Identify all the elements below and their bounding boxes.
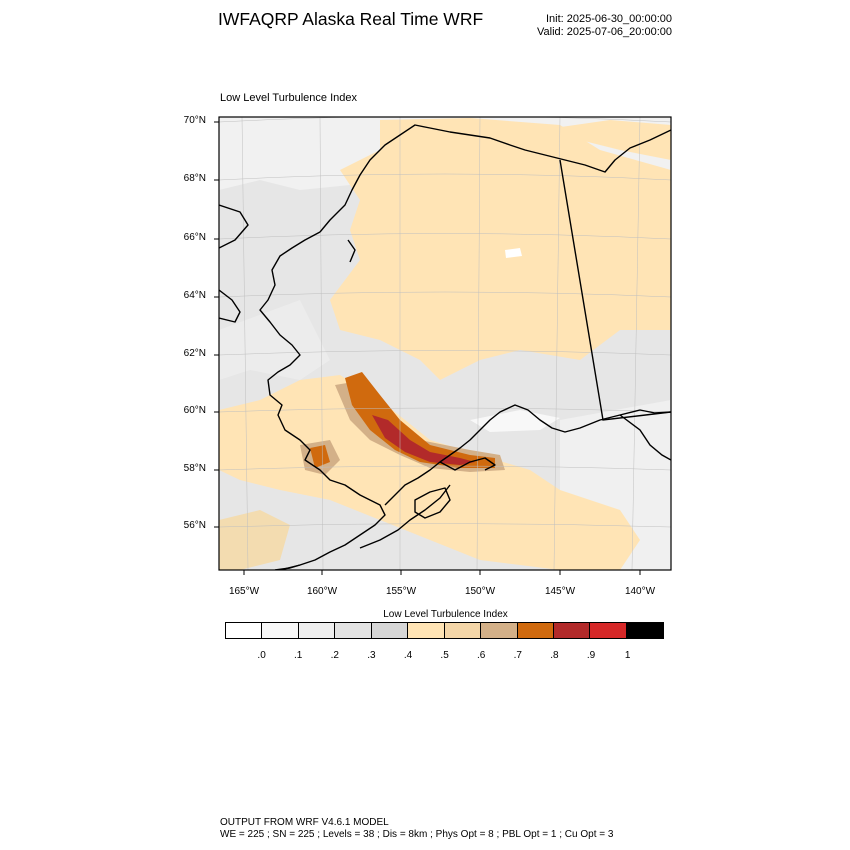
init-time: Init: 2025-06-30_00:00:00	[546, 13, 672, 25]
lon-label-145: 145°W	[544, 586, 576, 597]
graticule	[219, 117, 671, 570]
colorbar-swatch	[262, 623, 299, 638]
map-subtitle: Low Level Turbulence Index	[220, 92, 357, 104]
colorbar-title: Low Level Turbulence Index	[383, 609, 508, 620]
field-mid-northeast	[540, 120, 671, 160]
field-white-patch-2	[470, 410, 560, 432]
page-title: IWFAQRP Alaska Real Time WRF	[218, 9, 484, 29]
border-line	[559, 159, 671, 421]
field-low-west	[219, 300, 330, 380]
colorbar-swatch	[298, 623, 336, 638]
colorbar-swatch	[335, 623, 372, 638]
field-mid-south	[219, 375, 640, 570]
colorbar-label: 1	[624, 650, 631, 661]
colorbar-label: .8	[550, 650, 559, 661]
colorbar-label: .4	[403, 650, 413, 661]
colorbar-label: .0	[257, 650, 266, 661]
colorbar-label: .3	[367, 650, 376, 661]
colorbar-label: .9	[586, 650, 596, 661]
field-red-core	[372, 415, 475, 465]
colorbar-swatch	[590, 623, 627, 638]
field-white-patch	[505, 248, 522, 258]
panhandle-coast	[619, 414, 671, 461]
field-mid-sw	[219, 510, 290, 570]
lat-label-58: 58°N	[183, 463, 206, 474]
lat-label-62: 62°N	[183, 348, 206, 359]
lat-label-70: 70°N	[183, 115, 206, 126]
model-info-line-2: WE = 225 ; SN = 225 ; Levels = 38 ; Dis …	[220, 829, 614, 840]
colorbar-swatch	[553, 623, 591, 638]
model-info-line-1: OUTPUT FROM WRF V4.6.1 MODEL	[220, 817, 389, 828]
field-orange-bristol	[310, 445, 330, 468]
colorbar-label: .1	[294, 650, 303, 661]
lon-label-140: 140°W	[624, 586, 656, 597]
map-frame	[218, 116, 672, 571]
time-info: Init: 2025-06-30_00:00:00 Valid: 2025-07…	[470, 13, 672, 39]
lat-label-68: 68°N	[183, 173, 206, 184]
lat-label-60: 60°N	[183, 405, 206, 416]
valid-time: Valid: 2025-07-06_20:00:00	[537, 26, 672, 38]
lon-label-150: 150°W	[464, 586, 496, 597]
model-info: OUTPUT FROM WRF V4.6.1 MODEL WE = 225 ; …	[220, 817, 613, 841]
colorbar-swatch	[444, 623, 482, 638]
lat-label-66: 66°N	[183, 232, 206, 243]
colorbar	[225, 622, 665, 639]
colorbar-swatch	[226, 623, 263, 638]
colorbar-label: .5	[440, 650, 449, 661]
colorbar-label: .6	[477, 650, 486, 661]
colorbar-swatch	[626, 623, 664, 638]
lat-label-56: 56°N	[183, 520, 206, 531]
colorbar-label: .2	[330, 650, 339, 661]
lat-label-64: 64°N	[183, 290, 206, 301]
colorbar-swatch	[371, 623, 409, 638]
lon-label-155: 155°W	[385, 586, 417, 597]
lon-label-160: 160°W	[306, 586, 338, 597]
lon-label-165: 165°W	[228, 586, 260, 597]
coastlines	[219, 124, 671, 570]
colorbar-swatch	[517, 623, 554, 638]
tick-marks	[214, 121, 641, 575]
colorbar-swatch	[408, 623, 445, 638]
colorbar-label: .7	[513, 650, 522, 661]
colorbar-swatch	[481, 623, 518, 638]
